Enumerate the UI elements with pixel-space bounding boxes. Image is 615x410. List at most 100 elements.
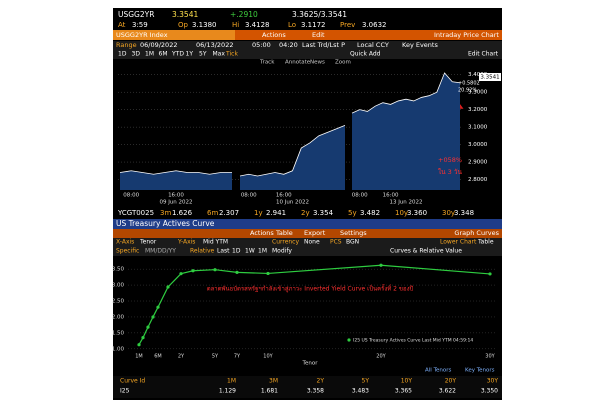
area: [352, 72, 460, 190]
field-input[interactable]: Last Trd/Lst P: [302, 41, 345, 49]
area: [120, 170, 232, 190]
field-input[interactable]: 06/09/2022: [140, 41, 177, 49]
setting: MM/DD/YY: [145, 248, 176, 255]
setting[interactable]: None: [304, 239, 320, 246]
setting[interactable]: Table: [477, 239, 494, 246]
range-bar: [113, 41, 502, 59]
setting: PCS: [330, 239, 342, 246]
table-cell: 3.622: [439, 388, 456, 395]
menu-button[interactable]: Settings: [340, 229, 367, 237]
curve-point: [137, 343, 141, 347]
y-tick-label: 2.8000: [468, 177, 488, 183]
change: +.2910: [230, 10, 258, 19]
setting[interactable]: Modify: [272, 248, 292, 255]
price-toolbar: [113, 30, 502, 40]
table-header: 20Y: [445, 378, 457, 385]
terminal-background: [113, 8, 502, 400]
tenor-value: 3.354: [313, 209, 334, 217]
tool-button[interactable]: Annotate: [285, 60, 311, 66]
tool-button[interactable]: News: [310, 60, 325, 66]
curve-point: [379, 263, 383, 267]
security-field[interactable]: [113, 30, 235, 40]
setting[interactable]: Last: [217, 248, 230, 255]
curve-title-bar: [113, 219, 502, 229]
field-label: Range: [116, 41, 137, 49]
y-tick-label: 3.2000: [468, 107, 488, 113]
curve-point: [179, 272, 183, 276]
period-button[interactable]: 1M: [145, 51, 154, 58]
field-input[interactable]: 06/13/2022: [196, 41, 233, 49]
security[interactable]: USGG2YR Index: [116, 31, 168, 39]
period-button[interactable]: 1D: [118, 51, 127, 58]
change-label: +0.5802: [458, 81, 480, 87]
annotation: ตลาดพันธบัตรสหรัฐฯกำลังเข้าสู่ภาวะ Inver…: [207, 283, 414, 293]
menu-button[interactable]: Table: [275, 229, 293, 237]
tenor-label: 10y: [395, 209, 408, 217]
field-value: 3.1380: [192, 21, 217, 29]
field-input[interactable]: Local CCY: [357, 41, 389, 49]
quick-add[interactable]: Quick Add: [350, 51, 381, 58]
curve-point: [141, 336, 145, 340]
setting: Currency: [272, 239, 299, 246]
field-label: At: [118, 21, 126, 29]
x-tick-label: 20Y: [376, 354, 386, 360]
setting: Lower Chart: [440, 239, 477, 246]
tool-button[interactable]: Track: [259, 60, 275, 66]
curve-settings-bar: [113, 238, 502, 256]
y-tick-label: 3.3000: [468, 90, 488, 96]
period-button[interactable]: 1Y: [186, 51, 194, 58]
table-header: 30Y: [487, 378, 499, 385]
x-tick-label: 7Y: [234, 354, 241, 360]
curve-title: US Treasury Actives Curve: [116, 219, 215, 228]
filter[interactable]: All Tenors: [425, 368, 451, 374]
period-button[interactable]: Tick: [225, 51, 238, 58]
period-button[interactable]: 6M: [159, 51, 168, 58]
menu-button[interactable]: Actions: [250, 229, 274, 237]
tool-button[interactable]: Zoom: [335, 60, 351, 66]
price-line: [119, 170, 232, 175]
menu-button[interactable]: Edit: [312, 31, 325, 39]
field-input[interactable]: Key Events: [402, 41, 438, 49]
table-header: 3M: [269, 378, 278, 385]
period-button[interactable]: Max: [213, 51, 226, 58]
bid-ask: 3.3625/3.3541: [292, 10, 347, 19]
tenor-value: 2.941: [266, 209, 286, 217]
curve-point: [266, 271, 270, 276]
period-button[interactable]: 5Y: [199, 51, 207, 58]
setting[interactable]: BGN: [346, 239, 359, 246]
session-date: 13 Jun 2022: [389, 200, 422, 206]
view-title: Intraday Price Chart: [434, 31, 499, 39]
filter[interactable]: Key Tenors: [465, 368, 495, 374]
period-button[interactable]: 3D: [132, 51, 141, 58]
x-tick-label: 10Y: [263, 354, 273, 360]
field-label: Hi: [232, 21, 239, 29]
menu-button[interactable]: Export: [304, 229, 326, 237]
setting[interactable]: Curves & Relative Value: [390, 248, 462, 255]
last-price: 3.3541: [172, 10, 198, 19]
table-cell: 3.365: [395, 388, 412, 395]
field-input[interactable]: 04:20: [279, 41, 298, 49]
setting[interactable]: Tenor: [139, 239, 157, 246]
field-input[interactable]: 05:00: [252, 41, 271, 49]
tenor-value: 3.360: [407, 209, 427, 217]
table-header: 2Y: [317, 378, 325, 385]
tenor-label: 3m: [160, 209, 171, 217]
setting: Y-Axis: [177, 239, 195, 246]
x-tick-label: 08:00: [241, 193, 257, 199]
setting: X-Axis: [116, 239, 134, 246]
setting[interactable]: Mid YTM: [203, 239, 228, 246]
y-tick-label: 2.9000: [468, 160, 488, 166]
period-button[interactable]: YTD: [171, 51, 184, 58]
curve-point: [235, 270, 239, 274]
graph-curves[interactable]: Graph Curves: [454, 229, 499, 237]
area: [240, 125, 345, 190]
period-button[interactable]: 1M: [258, 248, 267, 255]
period-button[interactable]: 1W: [245, 248, 255, 255]
period-button[interactable]: 1D: [232, 248, 241, 255]
table-header: 10Y: [401, 378, 413, 385]
edit-chart[interactable]: Edit Chart: [468, 51, 499, 58]
y-tick-label: 3.00: [112, 283, 125, 289]
menu-button[interactable]: Actions: [262, 31, 286, 39]
x-tick-label: 16:00: [276, 193, 292, 199]
